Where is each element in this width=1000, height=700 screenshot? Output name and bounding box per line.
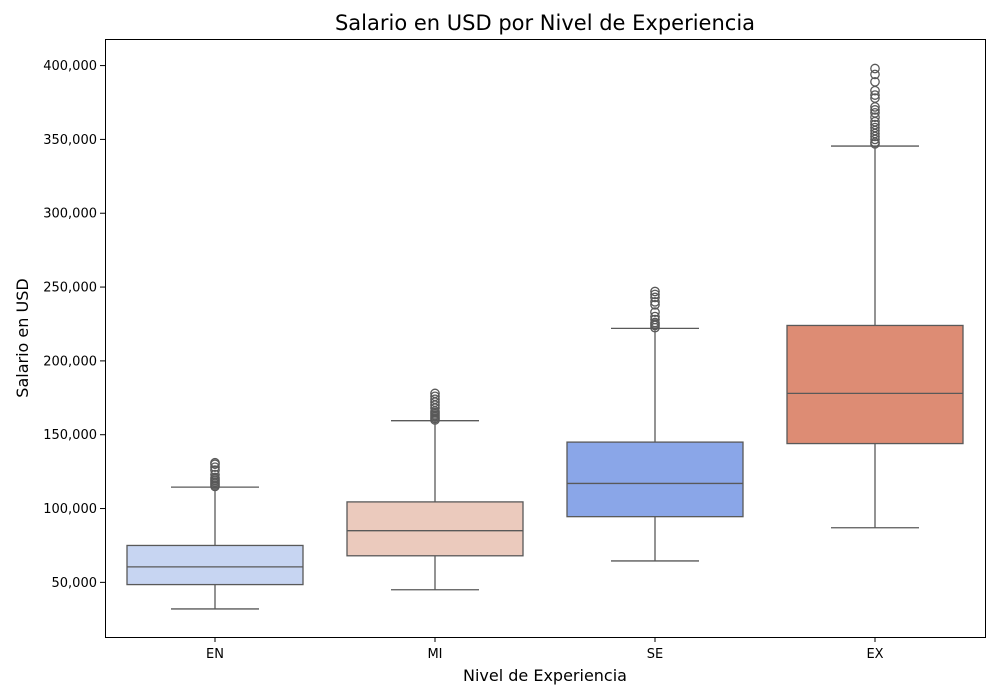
outlier-point: [210, 469, 220, 480]
x-axis-label: Nivel de Experiencia: [463, 666, 627, 685]
outlier-point: [870, 93, 880, 103]
outlier-point: [870, 105, 880, 115]
iqr-box: [566, 441, 744, 518]
plot-frame: [105, 39, 986, 638]
outlier-point: [870, 69, 880, 80]
y-axis: 50,000 100,000 150,000 200,000 250,000 300,00…: [43, 59, 105, 591]
box-group-se: [566, 286, 744, 562]
chart-title: Salario en USD por Nivel de Experiencia: [335, 11, 755, 35]
y-tick-label: 100,000: [43, 502, 97, 517]
outlier-point: [650, 299, 660, 310]
outlier-point: [870, 76, 880, 87]
iqr-box: [786, 324, 964, 445]
y-axis-label: Salario en USD: [13, 278, 32, 397]
outlier-point: [870, 122, 880, 133]
y-tick-label: 200,000: [43, 354, 97, 369]
outlier-point: [870, 63, 880, 74]
outlier-point: [430, 388, 440, 399]
y-tick-label: 400,000: [43, 59, 97, 74]
x-tick-label: MI: [427, 647, 442, 662]
outlier-point: [870, 107, 880, 118]
x-tick-label: SE: [647, 647, 663, 662]
outlier-point: [210, 472, 220, 483]
x-tick-label: EN: [206, 647, 224, 662]
box-group-ex: [786, 63, 964, 529]
plot-area: [126, 63, 964, 610]
outlier-point: [870, 119, 880, 130]
outlier-point: [650, 292, 660, 303]
y-tick-label: 300,000: [43, 207, 97, 222]
y-tick-label: 50,000: [52, 576, 98, 591]
box-group-mi: [346, 388, 524, 591]
outlier-point: [430, 391, 440, 402]
x-axis: EN MI SE EX: [206, 637, 884, 662]
outlier-point: [870, 90, 880, 100]
outlier-point: [650, 317, 660, 328]
outlier-point: [650, 314, 660, 325]
iqr-box: [126, 544, 304, 586]
outlier-point: [650, 286, 660, 297]
y-tick-label: 350,000: [43, 133, 97, 148]
outlier-point: [650, 296, 660, 307]
outlier-point: [650, 311, 660, 322]
outlier-point: [870, 112, 880, 123]
y-tick-label: 250,000: [43, 281, 97, 296]
iqr-box: [346, 501, 524, 557]
outlier-point: [210, 462, 220, 473]
outlier-point: [650, 307, 660, 318]
outlier-point: [210, 457, 220, 468]
x-tick-label: EX: [866, 647, 883, 662]
outlier-point: [430, 394, 440, 405]
outlier-point: [650, 289, 660, 300]
outlier-point: [210, 465, 220, 476]
box-group-en: [126, 457, 304, 610]
y-tick-label: 150,000: [43, 428, 97, 443]
